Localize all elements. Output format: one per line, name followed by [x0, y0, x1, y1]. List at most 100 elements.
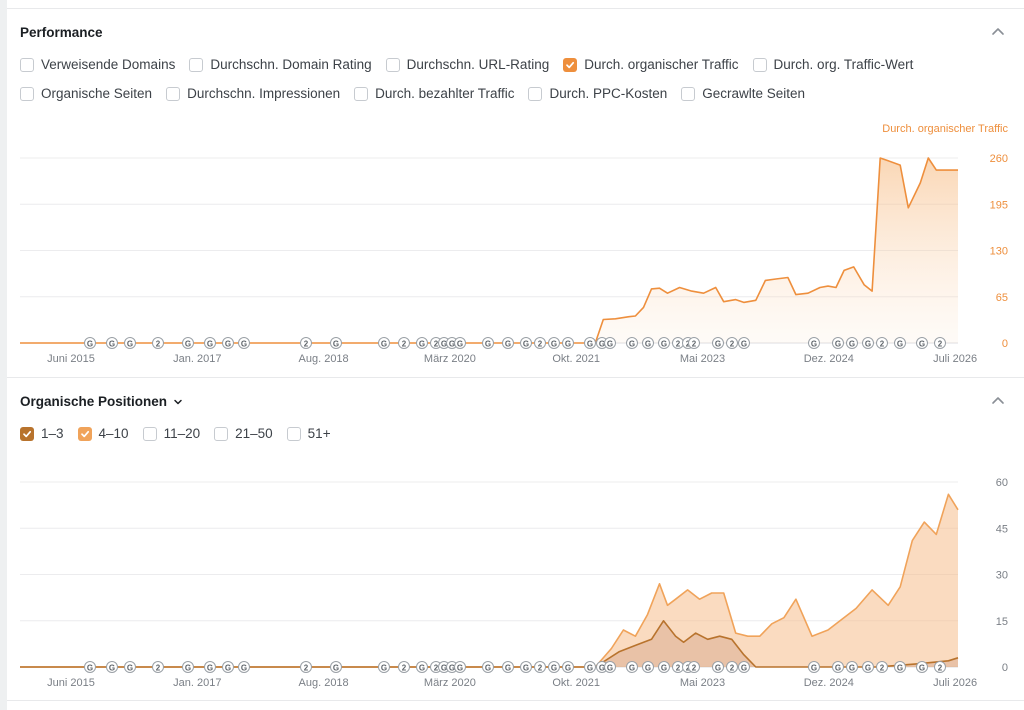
annotation-marker-label: 2 [402, 663, 407, 672]
annotation-marker [106, 661, 118, 673]
annotation-marker [738, 661, 750, 673]
metric-label: Gecrawlte Seiten [702, 86, 806, 101]
checkbox[interactable] [166, 86, 181, 101]
checkbox[interactable] [20, 57, 34, 72]
annotation-marker [398, 337, 410, 349]
annotation-marker-label: G [551, 339, 557, 348]
annotation-marker [562, 337, 574, 349]
annotation-marker-label: G [865, 663, 871, 672]
metric-crawled-pages[interactable]: Gecrawlte Seiten [681, 86, 805, 101]
checkbox[interactable] [528, 86, 543, 101]
chevron-up-icon[interactable] [990, 24, 1006, 40]
y-tick-label: 30 [996, 570, 1008, 582]
annotation-marker [626, 661, 638, 673]
annotation-marker [222, 661, 234, 673]
annotation-marker [712, 661, 724, 673]
annotation-marker [934, 661, 946, 673]
annotation-marker-label: G [449, 339, 455, 348]
checkbox[interactable] [385, 57, 400, 72]
annotation-marker-label: G [449, 663, 455, 672]
top-divider [7, 8, 1024, 9]
annotation-marker [846, 337, 858, 349]
checkbox[interactable] [20, 86, 34, 101]
annotation-marker [378, 661, 390, 673]
metric-impressions[interactable]: Durchschn. Impressionen [166, 86, 340, 101]
positions-title-text: Organische Positionen [20, 394, 168, 409]
chevron-down-icon[interactable] [173, 397, 183, 407]
y-tick-label: 195 [990, 199, 1008, 211]
x-tick-label: Juni 2015 [47, 353, 95, 365]
annotation-marker [658, 337, 670, 349]
annotation-marker [626, 337, 638, 349]
checkbox[interactable] [286, 426, 301, 441]
metric-ppc-cost[interactable]: Durch. PPC-Kosten [528, 86, 667, 101]
checkbox[interactable] [214, 426, 229, 441]
range-51-plus[interactable]: 51+ [286, 426, 331, 441]
chevron-up-icon[interactable] [990, 393, 1006, 409]
annotation-marker-label: G [629, 663, 635, 672]
metric-domain-rating[interactable]: Durchschn. Domain Rating [189, 57, 372, 72]
annotation-marker-label: G [741, 339, 747, 348]
metric-paid-traffic[interactable]: Durch. bezahlter Traffic [354, 86, 514, 101]
metric-label: Durchschn. Impressionen [187, 86, 341, 101]
range-label: 21–50 [235, 426, 273, 441]
annotation-marker [300, 661, 312, 673]
metric-url-rating[interactable]: Durchschn. URL-Rating [385, 57, 549, 72]
checkbox[interactable] [563, 57, 578, 72]
x-tick-label: März 2020 [424, 677, 476, 689]
checkbox[interactable] [189, 57, 204, 72]
metric-organic-traffic[interactable]: Durch. organischer Traffic [563, 57, 739, 72]
x-tick-label: Mai 2023 [680, 677, 725, 689]
checkbox[interactable] [354, 86, 369, 101]
annotation-marker [330, 337, 342, 349]
annotation-marker-label: G [333, 339, 339, 348]
annotation-marker [124, 337, 136, 349]
annotation-marker-label: G [241, 339, 247, 348]
annotation-marker-label: 2 [676, 663, 681, 672]
annotation-marker-label: 2 [938, 663, 943, 672]
y-tick-label: 15 [996, 616, 1008, 628]
annotation-marker-label: G [441, 663, 447, 672]
metric-row-1: Verweisende Domains Durchschn. Domain Ra… [20, 57, 927, 72]
annotation-marker-label: 2 [434, 339, 439, 348]
metric-organic-pages[interactable]: Organische Seiten [20, 86, 152, 101]
metric-traffic-value[interactable]: Durch. org. Traffic-Wert [752, 57, 913, 72]
checkbox[interactable] [681, 86, 696, 101]
annotation-marker-label: G [457, 339, 463, 348]
annotation-marker [84, 661, 96, 673]
annotation-marker-label: 2 [434, 663, 439, 672]
range-11-20[interactable]: 11–20 [142, 426, 200, 441]
annotation-marker-label: G [599, 339, 605, 348]
checkbox[interactable] [752, 57, 767, 72]
annotation-marker-label: G [607, 663, 613, 672]
range-21-50[interactable]: 21–50 [214, 426, 273, 441]
annotation-marker [688, 661, 700, 673]
annotation-marker-label: G [715, 663, 721, 672]
positions-title[interactable]: Organische Positionen [20, 394, 183, 409]
checkbox[interactable] [142, 426, 157, 441]
metric-label: Durchschn. Domain Rating [210, 57, 372, 72]
annotation-marker [454, 661, 466, 673]
annotation-marker-label: 2 [880, 339, 885, 348]
range-label: 1–3 [41, 426, 64, 441]
annotation-marker [876, 337, 888, 349]
annotation-marker-label: G [849, 663, 855, 672]
x-tick-label: März 2020 [424, 353, 476, 365]
check-icon [80, 430, 89, 437]
range-4-10[interactable]: 4–10 [77, 426, 129, 441]
metric-verweisende-domains[interactable]: Verweisende Domains [20, 57, 175, 72]
checkbox[interactable] [20, 426, 34, 441]
annotation-marker-label: G [207, 339, 213, 348]
y-tick-label: 65 [996, 292, 1008, 304]
metric-label: Organische Seiten [41, 86, 153, 101]
annotation-marker-label: G [505, 663, 511, 672]
series-area-1 [20, 620, 958, 667]
annotation-marker-label: G [919, 663, 925, 672]
annotation-marker [916, 661, 928, 673]
annotation-marker-label: 2 [730, 339, 735, 348]
checkbox[interactable] [77, 426, 92, 441]
range-1-3[interactable]: 1–3 [20, 426, 64, 441]
annotation-marker-label: G [523, 339, 529, 348]
annotation-marker-label: G [715, 339, 721, 348]
annotation-marker-label: G [419, 339, 425, 348]
